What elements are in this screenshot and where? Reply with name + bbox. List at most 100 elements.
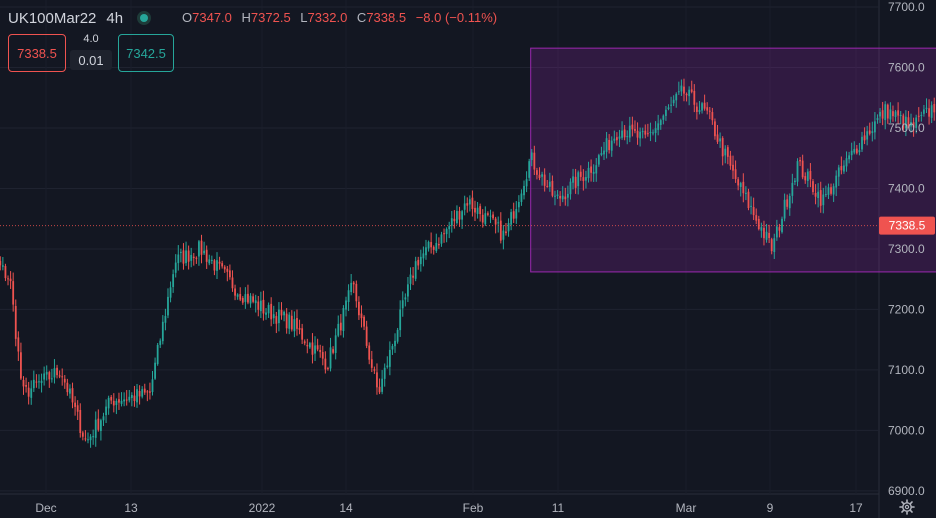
sell-button[interactable]: 7338.5 — [8, 34, 66, 72]
price-tick: 7700.0 — [888, 0, 925, 14]
time-axis[interactable]: Dec 13 2022 14 Feb 11 Mar 9 17 — [35, 501, 863, 515]
candle-body — [453, 218, 456, 222]
candle-body — [146, 391, 149, 393]
candle-body — [773, 238, 776, 253]
candle-body — [182, 250, 185, 264]
candle-body — [74, 402, 76, 407]
candle-body — [360, 313, 363, 319]
gear-icon[interactable] — [899, 499, 915, 515]
candle-body — [161, 321, 164, 342]
candle-body — [102, 416, 105, 421]
candle-body — [234, 288, 236, 296]
candle-body — [123, 399, 126, 402]
candle-body — [830, 187, 832, 194]
candle-body — [125, 399, 128, 401]
candle-body — [69, 388, 71, 394]
candle-body — [551, 180, 554, 196]
interval-label[interactable]: 4h — [106, 9, 124, 27]
candle-body — [915, 117, 918, 128]
candle-body — [817, 191, 820, 199]
candle-body — [788, 195, 791, 209]
candle-body — [871, 131, 874, 134]
price-tick: 7600.0 — [888, 61, 925, 75]
symbol-name[interactable]: UK100Mar22 — [8, 9, 97, 27]
candle-body — [850, 150, 853, 156]
price-tick: 7500.0 — [888, 121, 925, 135]
price-tick: 7400.0 — [888, 181, 925, 195]
candle-body — [156, 344, 159, 365]
candle-body — [210, 259, 213, 261]
candle-body — [685, 93, 688, 96]
price-axis[interactable]: 6900.0 7000.0 7100.0 7200.0 7300.0 7400.0 7500… — [888, 0, 925, 498]
candle-body — [693, 90, 696, 105]
candle-body — [763, 227, 765, 239]
candle-body — [17, 337, 20, 352]
price-tick: 7200.0 — [888, 302, 925, 316]
candle-body — [889, 109, 892, 120]
candle-body — [667, 107, 670, 110]
candle-body — [187, 250, 190, 262]
candle-body — [781, 218, 783, 233]
candle-body — [290, 315, 293, 330]
candle-body — [458, 211, 461, 220]
candle-body — [200, 240, 203, 255]
candle-body — [223, 266, 226, 270]
candle-body — [293, 319, 296, 332]
candle-body — [494, 218, 497, 225]
candle-body — [507, 223, 510, 232]
candle-body — [770, 239, 773, 252]
candle-body — [879, 111, 881, 117]
candle-body — [285, 313, 288, 329]
candle-body — [365, 326, 368, 346]
candle-body — [321, 352, 324, 359]
candle-body — [443, 233, 445, 235]
candle-body — [352, 282, 355, 285]
candle-body — [646, 133, 649, 135]
candle-body — [419, 256, 422, 265]
buy-button[interactable]: 7342.5 — [118, 34, 174, 72]
candle-body — [450, 218, 453, 226]
candle-body — [128, 396, 131, 401]
candle-body — [50, 378, 53, 380]
candle-body — [592, 171, 595, 174]
candle-body — [229, 270, 231, 278]
candle-body — [239, 294, 242, 300]
candle-body — [272, 314, 275, 319]
candle-body — [481, 214, 484, 223]
candle-body — [574, 176, 577, 188]
candle-body — [430, 242, 433, 248]
candle-body — [463, 203, 466, 210]
candle-body — [734, 169, 737, 179]
candle-body — [677, 91, 680, 93]
candle-body — [657, 123, 660, 130]
candle-body — [837, 167, 840, 177]
candle-body — [855, 148, 858, 154]
candle-body — [192, 256, 195, 259]
time-tick: Feb — [463, 501, 484, 515]
candle-body — [38, 381, 40, 383]
candle-body — [585, 177, 587, 181]
candle-body — [115, 400, 118, 405]
time-tick: 14 — [339, 501, 353, 515]
candle-body — [298, 327, 301, 330]
quantity-input[interactable]: 0.01 — [70, 50, 112, 70]
candle-body — [252, 296, 255, 302]
candle-body — [218, 261, 221, 264]
candle-body — [203, 250, 205, 254]
candle-body — [827, 187, 830, 195]
candle-body — [868, 130, 871, 134]
candle-body — [84, 438, 87, 440]
candle-body — [832, 186, 835, 195]
candle-body — [716, 134, 719, 142]
candle-body — [505, 231, 507, 234]
time-tick: 11 — [552, 501, 565, 515]
candle-body — [471, 197, 474, 210]
candle-body — [149, 391, 151, 393]
candle-body — [154, 362, 156, 379]
spread-value: 4.0 — [83, 33, 99, 45]
candle-body — [422, 253, 425, 259]
candle-body — [654, 128, 657, 134]
candle-body — [412, 275, 414, 278]
candle-body — [724, 148, 727, 156]
